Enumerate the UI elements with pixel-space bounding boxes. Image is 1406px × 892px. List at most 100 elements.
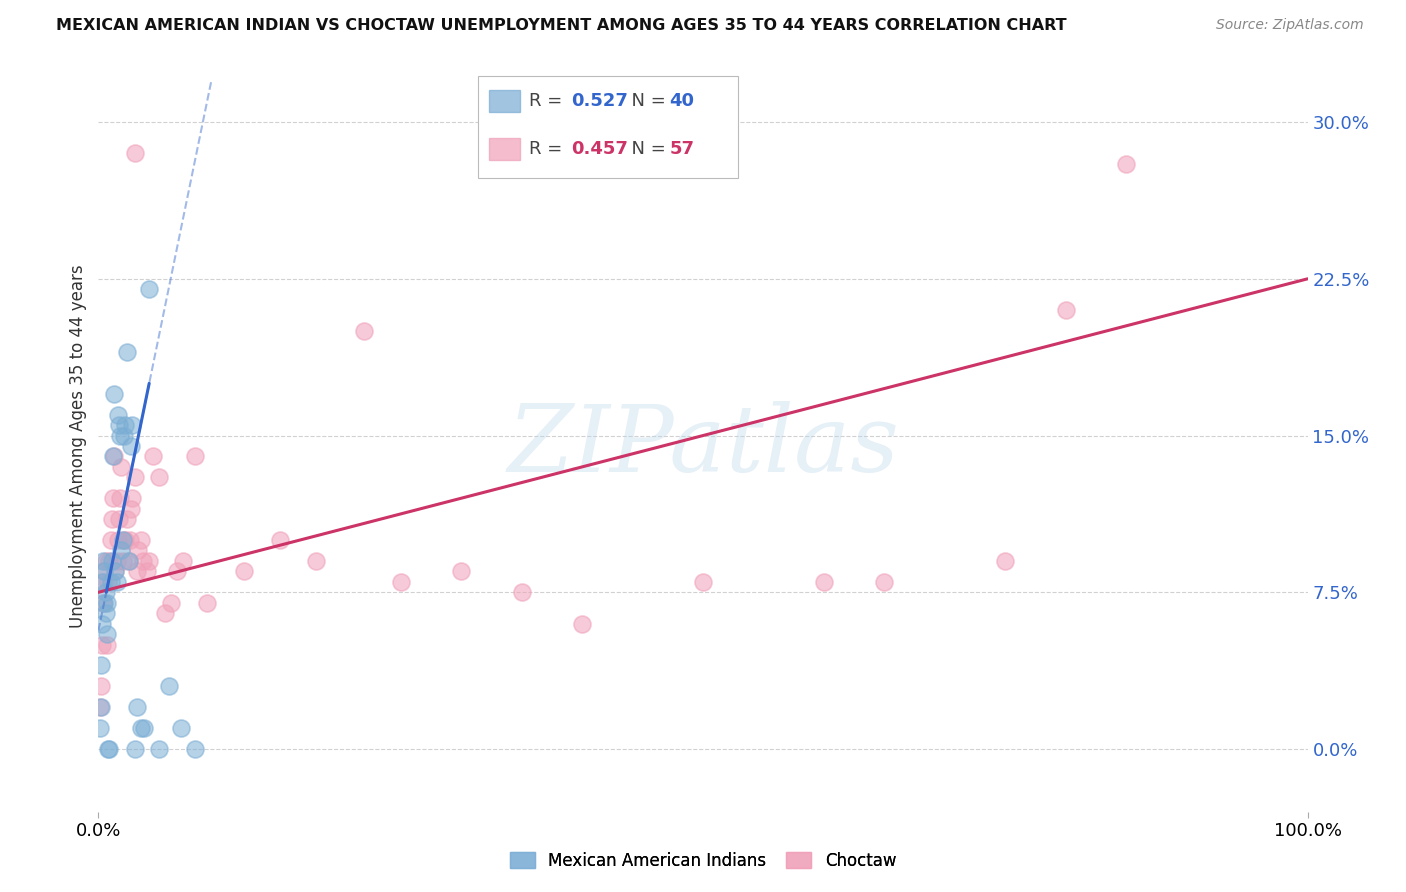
Point [108,491,131,506]
Point [107,408,129,422]
Point [120,439,142,453]
Point [305,554,328,568]
Point [120,501,142,516]
Point [124,742,146,756]
Point [90,700,112,714]
Point [91,638,114,652]
Point [108,428,131,442]
Point [91,616,114,631]
Point [142,450,165,464]
Point [105,554,128,568]
Point [103,386,125,401]
Point [93,574,115,589]
Point [90,679,112,693]
Point [138,554,160,568]
Point [353,324,375,338]
Point [269,533,291,547]
Point [114,533,136,547]
Point [127,543,149,558]
Point [91,596,114,610]
Point [96,638,118,652]
Point [98,742,121,756]
Point [101,491,124,506]
Point [112,428,135,442]
Point [104,565,127,579]
Point [117,512,139,526]
Text: 57: 57 [669,140,695,158]
Point [100,574,122,589]
Point [101,450,124,464]
Point [124,146,146,161]
Point [157,679,180,693]
Text: N =: N = [620,92,672,110]
Point [129,533,152,547]
Point [184,742,207,756]
Text: R =: R = [529,140,568,158]
Point [118,554,141,568]
Point [94,606,117,620]
Point [994,554,1017,568]
Point [510,585,533,599]
Point [114,418,136,433]
Point [100,554,122,568]
Legend: Mexican American Indians, Choctaw: Mexican American Indians, Choctaw [503,846,903,877]
Point [1115,157,1137,171]
Point [110,543,132,558]
Point [129,721,152,735]
Point [98,554,121,568]
Point [105,574,128,589]
Point [127,565,149,579]
Point [118,533,141,547]
Point [94,585,117,599]
Text: N =: N = [620,140,672,158]
Text: ZIPatlas: ZIPatlas [508,401,898,491]
Point [148,742,170,756]
Point [91,554,114,568]
Text: 0.457: 0.457 [571,140,627,158]
Text: 40: 40 [669,92,695,110]
Point [118,554,141,568]
Text: Source: ZipAtlas.com: Source: ZipAtlas.com [1216,18,1364,32]
Point [813,574,835,589]
Text: 0.527: 0.527 [571,92,627,110]
Point [90,658,112,673]
Point [692,574,714,589]
Point [135,565,157,579]
Point [96,627,118,641]
Point [127,700,149,714]
Point [1054,303,1077,318]
Point [89,700,111,714]
Point [571,616,593,631]
Point [104,565,127,579]
Point [134,721,156,735]
Point [97,742,120,756]
Point [108,512,131,526]
Point [172,554,194,568]
Point [166,565,188,579]
Point [148,470,170,484]
Point [93,596,115,610]
Point [160,596,183,610]
Y-axis label: Unemployment Among Ages 35 to 44 years: Unemployment Among Ages 35 to 44 years [69,264,87,628]
Point [100,533,122,547]
Point [450,565,472,579]
Point [121,491,143,506]
Point [93,565,115,579]
Point [873,574,896,589]
Point [94,554,117,568]
Point [184,450,207,464]
Point [96,596,118,610]
Point [195,596,218,610]
Point [112,533,135,547]
Point [124,470,146,484]
Point [111,533,134,547]
Text: R =: R = [529,92,568,110]
Point [108,418,131,433]
Point [93,565,115,579]
Point [389,574,412,589]
Point [107,533,129,547]
Point [103,450,125,464]
Point [111,554,134,568]
Point [169,721,191,735]
Point [138,282,160,296]
